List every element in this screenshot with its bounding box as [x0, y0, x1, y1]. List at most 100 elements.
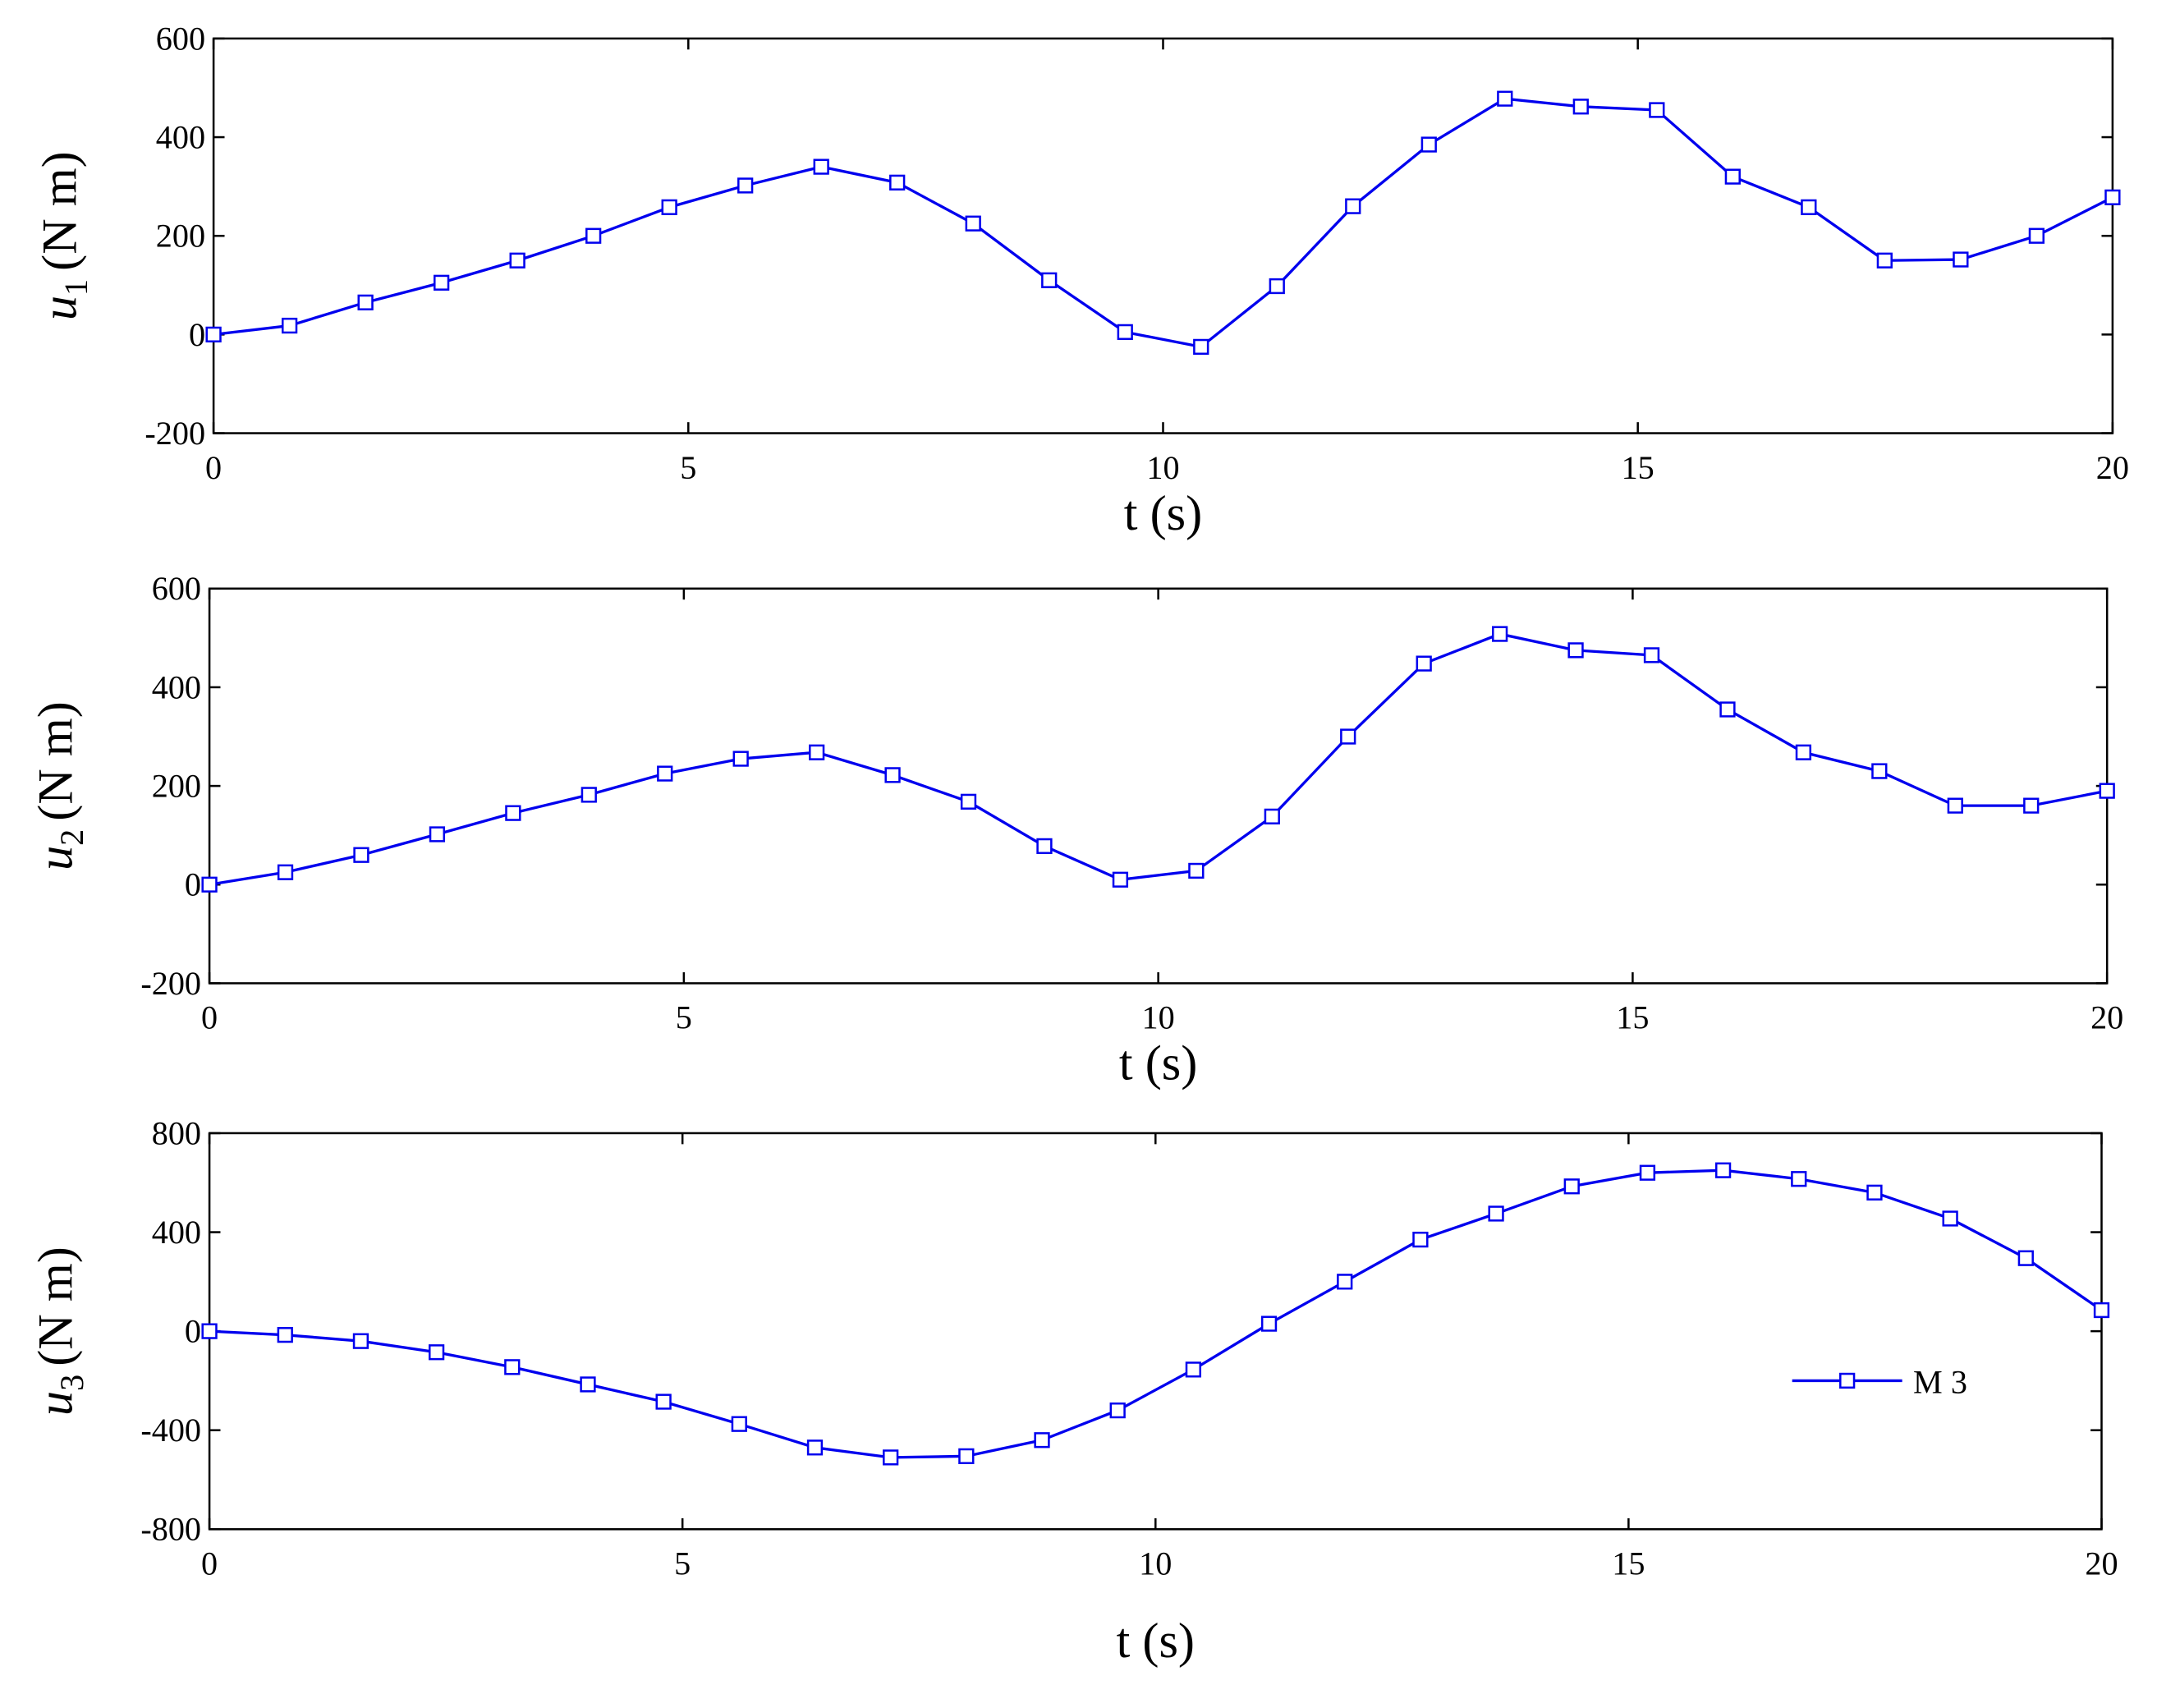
x-tick-label: 5: [674, 1545, 691, 1582]
marker: [1416, 655, 1432, 672]
marker: [1639, 1164, 1656, 1181]
marker: [2099, 783, 2115, 799]
marker: [428, 1344, 445, 1361]
marker: [732, 751, 749, 767]
x-tick-label: 20: [2085, 1545, 2118, 1582]
y-label-unit: (N m): [29, 1247, 84, 1366]
marker: [1034, 1432, 1050, 1449]
y-label-symbol: u: [33, 296, 88, 320]
marker: [1497, 90, 1513, 107]
x-axis-label: t (s): [1124, 486, 1202, 541]
x-tick-label: 5: [676, 999, 692, 1036]
marker: [357, 294, 374, 310]
marker: [1185, 1361, 1202, 1378]
y-label-subscript: 3: [53, 1375, 90, 1391]
y-tick-label: 600: [156, 20, 205, 57]
y-tick-label: 200: [156, 218, 205, 255]
y-axis-label: u1 (N m): [33, 151, 94, 320]
marker: [1724, 168, 1741, 185]
y-label-subscript: 2: [53, 829, 90, 846]
y-label-subscript: 1: [57, 279, 94, 296]
marker: [1041, 272, 1058, 288]
marker: [201, 876, 218, 893]
marker: [1942, 1210, 1958, 1227]
marker: [1340, 728, 1356, 745]
marker: [960, 793, 977, 810]
x-tick-label: 0: [201, 1545, 218, 1582]
marker: [504, 1359, 521, 1375]
marker: [1269, 278, 1285, 295]
marker: [661, 199, 677, 215]
y-axis-label: u2 (N m): [29, 701, 90, 870]
marker: [277, 864, 294, 880]
marker: [884, 767, 901, 783]
marker: [1953, 251, 1969, 268]
marker: [505, 805, 521, 821]
y-label-symbol: u: [29, 846, 84, 870]
y-tick-label: 400: [152, 668, 201, 705]
marker: [1488, 1205, 1504, 1222]
marker: [1412, 1231, 1429, 1248]
marker: [1188, 862, 1205, 879]
marker: [1719, 701, 1736, 718]
marker: [585, 227, 602, 244]
x-tick-label: 10: [1139, 1545, 1172, 1582]
y-tick-label: 800: [152, 1114, 201, 1151]
marker: [2023, 797, 2040, 814]
marker: [1492, 626, 1508, 642]
marker: [277, 1327, 293, 1343]
marker: [581, 787, 597, 803]
marker: [1801, 199, 1817, 215]
marker: [1649, 102, 1665, 118]
marker: [1563, 1178, 1580, 1195]
series-line: [213, 97, 2113, 349]
y-tick-label: -800: [140, 1511, 201, 1548]
marker: [1345, 198, 1361, 214]
series-line: [209, 632, 2108, 886]
marker: [201, 1323, 218, 1339]
marker: [965, 215, 981, 232]
marker: [1567, 642, 1584, 659]
marker: [1947, 797, 1963, 814]
marker: [2028, 227, 2045, 244]
marker: [509, 252, 525, 269]
marker: [1866, 1184, 1883, 1201]
y-tick-label: 400: [152, 1214, 201, 1251]
x-axis-label: t (s): [1117, 1614, 1195, 1669]
marker: [434, 274, 450, 291]
y-tick-label: -200: [145, 415, 205, 452]
y-tick-label: 0: [189, 316, 205, 353]
marker: [1791, 1171, 1807, 1187]
series-line: [209, 1169, 2103, 1459]
marker: [2104, 189, 2121, 205]
y-tick-label: 400: [156, 118, 205, 155]
marker: [889, 174, 906, 191]
marker: [281, 317, 298, 334]
marker: [352, 1333, 369, 1349]
marker: [1109, 1402, 1126, 1419]
marker: [1795, 744, 1812, 760]
x-tick-label: 10: [1146, 449, 1179, 486]
legend-marker: [1839, 1372, 1856, 1389]
marker: [1036, 838, 1053, 855]
y-tick-label: 0: [185, 1313, 201, 1350]
plot-frame: [208, 587, 2109, 985]
x-tick-label: 20: [2090, 999, 2123, 1036]
marker: [1112, 871, 1129, 888]
marker: [1876, 252, 1893, 269]
x-tick-label: 15: [1622, 449, 1654, 486]
marker: [1117, 324, 1133, 341]
y-tick-label: 200: [152, 767, 201, 804]
marker: [657, 765, 673, 782]
y-label-unit: (N m): [29, 701, 84, 821]
x-tick-label: 0: [205, 449, 222, 486]
marker: [809, 744, 825, 760]
x-tick-label: 10: [1142, 999, 1175, 1036]
y-tick-label: -400: [140, 1412, 201, 1449]
y-tick-label: 600: [152, 570, 201, 607]
x-tick-label: 0: [201, 999, 218, 1036]
x-tick-label: 5: [680, 449, 696, 486]
marker: [205, 326, 222, 343]
marker: [958, 1448, 975, 1464]
